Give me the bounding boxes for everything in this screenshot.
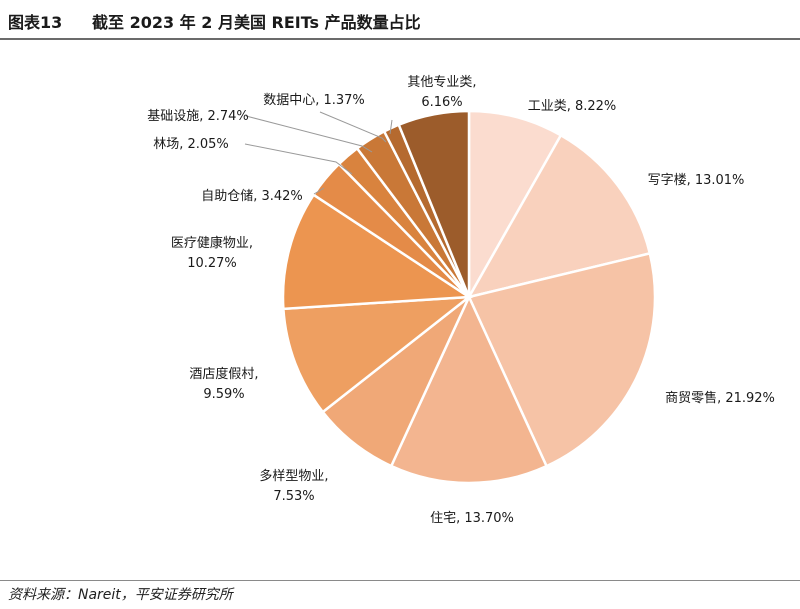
slice-label: 工业类, 8.22% — [528, 99, 617, 114]
pie-slices — [281, 109, 657, 485]
pie-slice — [281, 193, 473, 311]
slice-label: 自助仓储, 3.42% — [201, 189, 303, 204]
pie-slice — [397, 109, 471, 298]
leader-line — [319, 111, 387, 143]
data-labels: 工业类, 8.22% 写字楼, 13.01% 商贸零售, 21.92% 住宅, 13.… — [147, 75, 775, 526]
slice-label: 其他专业类, 6.16% — [407, 75, 476, 110]
pie-chart: 工业类, 8.22% 写字楼, 13.01% 商贸零售, 21.92% 住宅, 13.… — [147, 75, 775, 526]
pie-slice — [467, 109, 563, 302]
slice-label: 数据中心, 1.37% — [263, 93, 365, 108]
slice-label: 基础设施, 2.74% — [147, 109, 249, 124]
leader-line — [244, 143, 353, 175]
leader-line — [313, 187, 325, 195]
slice-label: 写字楼, 13.01% — [648, 173, 745, 188]
footer-divider — [0, 580, 800, 581]
leader-line — [245, 115, 373, 153]
pie-slice — [467, 251, 657, 468]
pie-slice — [389, 294, 549, 485]
slice-label: 酒店度假村, 9.59% — [189, 366, 258, 402]
slice-label: 商贸零售, 21.92% — [665, 390, 775, 406]
slice-label: 多样型物业, 7.53% — [259, 468, 328, 504]
figure-header: 图表13 截至 2023 年 2 月美国 REITs 产品数量占比 — [0, 0, 800, 40]
slice-label: 住宅, 13.70% — [430, 511, 514, 526]
source-note: 资料来源：Nareit，平安证券研究所 — [8, 587, 233, 603]
leader-lines — [244, 111, 393, 195]
figure-number: 图表13 — [8, 13, 63, 32]
pie-slice — [282, 295, 473, 414]
slice-label: 医疗健康物业, 10.27% — [171, 235, 253, 271]
slice-label: 林场, 2.05% — [153, 137, 229, 152]
pie-slice — [466, 133, 652, 299]
figure-title: 截至 2023 年 2 月美国 REITs 产品数量占比 — [92, 13, 421, 32]
leader-line — [389, 119, 393, 135]
